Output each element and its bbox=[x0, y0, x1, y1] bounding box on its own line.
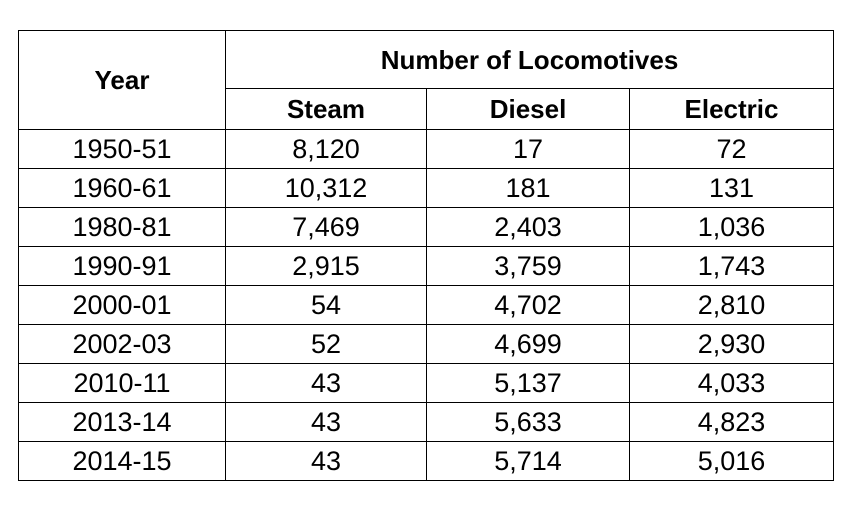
table-row: 2013-14 43 5,633 4,823 bbox=[18, 402, 834, 442]
header-row-columns: Steam Diesel Electric bbox=[19, 88, 834, 130]
cell-diesel: 5,714 bbox=[426, 441, 630, 481]
cell-diesel: 2,403 bbox=[426, 207, 630, 247]
cell-electric: 131 bbox=[629, 168, 834, 208]
cell-year: 2013-14 bbox=[18, 402, 226, 442]
cell-electric: 1,036 bbox=[629, 207, 834, 247]
cell-steam: 2,915 bbox=[225, 246, 427, 286]
cell-year: 2000-01 bbox=[18, 285, 226, 325]
header-row-group: Year Number of Locomotives bbox=[18, 30, 834, 130]
cell-steam: 43 bbox=[225, 363, 427, 403]
cell-year: 1950-51 bbox=[18, 129, 226, 169]
cell-year: 1960-61 bbox=[18, 168, 226, 208]
cell-electric: 2,930 bbox=[629, 324, 834, 364]
cell-diesel: 181 bbox=[426, 168, 630, 208]
cell-electric: 2,810 bbox=[629, 285, 834, 325]
table-row: 1980-81 7,469 2,403 1,036 bbox=[18, 207, 834, 247]
cell-diesel: 4,702 bbox=[426, 285, 630, 325]
cell-electric: 4,033 bbox=[629, 363, 834, 403]
locomotive-table-container: Year Number of Locomotives Steam Diesel … bbox=[18, 30, 834, 481]
cell-electric: 4,823 bbox=[629, 402, 834, 442]
table-body: 1950-51 8,120 17 72 1960-61 10,312 181 131 1980-… bbox=[18, 129, 834, 481]
cell-diesel: 5,633 bbox=[426, 402, 630, 442]
table-row: 2002-03 52 4,699 2,930 bbox=[18, 324, 834, 364]
cell-year: 2010-11 bbox=[18, 363, 226, 403]
cell-electric: 1,743 bbox=[629, 246, 834, 286]
cell-steam: 52 bbox=[225, 324, 427, 364]
cell-diesel: 4,699 bbox=[426, 324, 630, 364]
cell-electric: 72 bbox=[629, 129, 834, 169]
table-row: 1990-91 2,915 3,759 1,743 bbox=[18, 246, 834, 286]
cell-steam: 10,312 bbox=[225, 168, 427, 208]
cell-diesel: 3,759 bbox=[426, 246, 630, 286]
cell-year: 2002-03 bbox=[18, 324, 226, 364]
header-steam: Steam bbox=[225, 88, 427, 130]
header-year: Year bbox=[18, 30, 226, 130]
cell-diesel: 5,137 bbox=[426, 363, 630, 403]
cell-year: 1980-81 bbox=[18, 207, 226, 247]
cell-steam: 54 bbox=[225, 285, 427, 325]
table-row: 2010-11 43 5,137 4,033 bbox=[18, 363, 834, 403]
header-electric: Electric bbox=[629, 88, 834, 130]
cell-diesel: 17 bbox=[426, 129, 630, 169]
cell-year: 1990-91 bbox=[18, 246, 226, 286]
cell-year: 2014-15 bbox=[18, 441, 226, 481]
table-row: 2000-01 54 4,702 2,810 bbox=[18, 285, 834, 325]
cell-steam: 43 bbox=[225, 441, 427, 481]
cell-steam: 7,469 bbox=[225, 207, 427, 247]
locomotive-table: Year Number of Locomotives Steam Diesel … bbox=[18, 30, 834, 481]
table-row: 2014-15 43 5,714 5,016 bbox=[18, 441, 834, 481]
header-number-of-locomotives: Number of Locomotives bbox=[225, 30, 834, 89]
cell-electric: 5,016 bbox=[629, 441, 834, 481]
table-row: 1950-51 8,120 17 72 bbox=[18, 129, 834, 169]
cell-steam: 8,120 bbox=[225, 129, 427, 169]
table-row: 1960-61 10,312 181 131 bbox=[18, 168, 834, 208]
header-diesel: Diesel bbox=[426, 88, 630, 130]
cell-steam: 43 bbox=[225, 402, 427, 442]
